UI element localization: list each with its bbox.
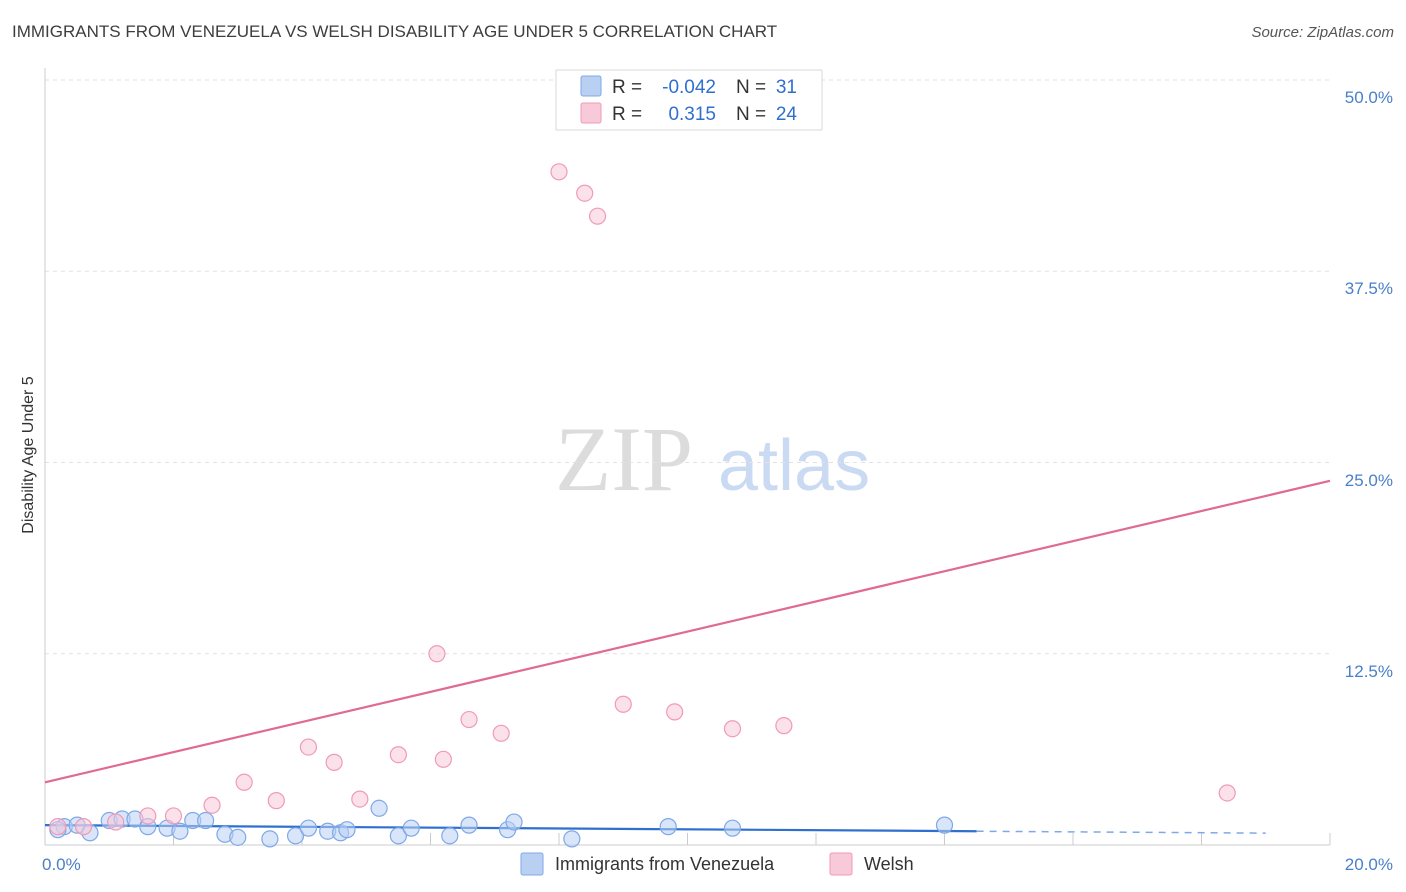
chart-title: IMMIGRANTS FROM VENEZUELA VS WELSH DISAB… — [12, 22, 778, 41]
point-venezuela-21 — [402, 819, 420, 837]
y-axis-title: Disability Age Under 5 — [20, 376, 37, 534]
point-venezuela-20 — [389, 827, 407, 845]
y-tick-label-25: 25.0% — [1345, 471, 1393, 490]
point-welsh-9 — [325, 753, 343, 771]
trend-line-welsh — [44, 479, 1331, 784]
point-venezuela-18 — [338, 821, 356, 839]
legend-n-value-venezuela: 31 — [776, 77, 797, 98]
data-points — [49, 163, 1236, 848]
legend-swatch-venezuela — [580, 75, 602, 97]
legend-r-label-venezuela: R = — [612, 77, 642, 98]
watermark-atlas: atlas — [718, 426, 870, 506]
legend-r-label-welsh: R = — [612, 104, 642, 125]
source-label: Source: ZipAtlas.com — [1251, 24, 1394, 41]
point-welsh-23 — [1218, 784, 1236, 802]
point-welsh-3 — [139, 807, 157, 825]
point-venezuela-19 — [370, 799, 388, 817]
point-venezuela-15 — [299, 819, 318, 837]
point-welsh-16 — [550, 163, 568, 181]
point-welsh-7 — [267, 792, 285, 810]
point-welsh-19 — [614, 695, 632, 713]
legend-r-value-venezuela: -0.042 — [662, 77, 716, 98]
x-tick-label-0: 0.0% — [42, 855, 81, 874]
point-welsh-14 — [460, 710, 478, 729]
legend-n-label-venezuela: N = — [736, 77, 766, 98]
gridlines — [45, 79, 1330, 655]
point-welsh-12 — [428, 645, 446, 663]
point-venezuela-28 — [723, 819, 742, 837]
legend-r-value-welsh: 0.315 — [668, 104, 716, 125]
legend-swatch-welsh — [580, 102, 602, 124]
axes — [44, 68, 1331, 846]
point-welsh-13 — [434, 750, 452, 768]
x-tick-label-20: 20.0% — [1345, 855, 1393, 874]
watermark-zip: ZIP — [555, 408, 693, 510]
bottom-legend-label-venezuela: Immigrants from Venezuela — [555, 854, 775, 874]
y-tick-label-37-5: 37.5% — [1345, 279, 1393, 298]
point-venezuela-14 — [286, 827, 305, 845]
y-tick-label-50: 50.0% — [1345, 88, 1393, 107]
point-welsh-6 — [235, 773, 253, 791]
series-legend: Immigrants from Venezuela Welsh — [520, 852, 914, 876]
bottom-legend-swatch-venezuela — [520, 852, 544, 876]
point-welsh-0 — [49, 818, 67, 836]
bottom-legend-swatch-welsh — [829, 852, 853, 876]
point-venezuela-8 — [171, 822, 189, 840]
point-venezuela-25 — [505, 813, 523, 831]
point-welsh-1 — [74, 818, 93, 836]
point-welsh-15 — [492, 724, 510, 742]
point-welsh-21 — [723, 720, 742, 738]
stats-legend: R = -0.042 N = 31 R = 0.315 N = 24 — [555, 69, 823, 131]
point-welsh-22 — [775, 717, 793, 735]
point-welsh-10 — [351, 790, 369, 808]
y-tick-label-12-5: 12.5% — [1345, 662, 1393, 681]
point-welsh-5 — [203, 796, 221, 814]
point-welsh-4 — [164, 807, 183, 825]
point-venezuela-29 — [935, 816, 954, 834]
point-welsh-11 — [389, 746, 407, 764]
point-venezuela-22 — [441, 827, 459, 845]
point-welsh-17 — [588, 207, 607, 225]
point-venezuela-13 — [261, 830, 279, 848]
point-venezuela-26 — [563, 830, 581, 848]
bottom-legend-label-welsh: Welsh — [864, 854, 914, 874]
point-welsh-8 — [299, 738, 318, 756]
point-welsh-18 — [576, 184, 594, 202]
point-venezuela-23 — [460, 816, 478, 834]
point-welsh-20 — [666, 703, 684, 721]
trend-line-extension-venezuela — [976, 830, 1266, 834]
point-welsh-2 — [107, 813, 125, 831]
point-venezuela-12 — [229, 828, 247, 846]
point-venezuela-10 — [197, 811, 215, 830]
legend-n-label-welsh: N = — [736, 104, 766, 125]
legend-n-value-welsh: 24 — [776, 104, 798, 125]
point-venezuela-27 — [659, 818, 677, 836]
